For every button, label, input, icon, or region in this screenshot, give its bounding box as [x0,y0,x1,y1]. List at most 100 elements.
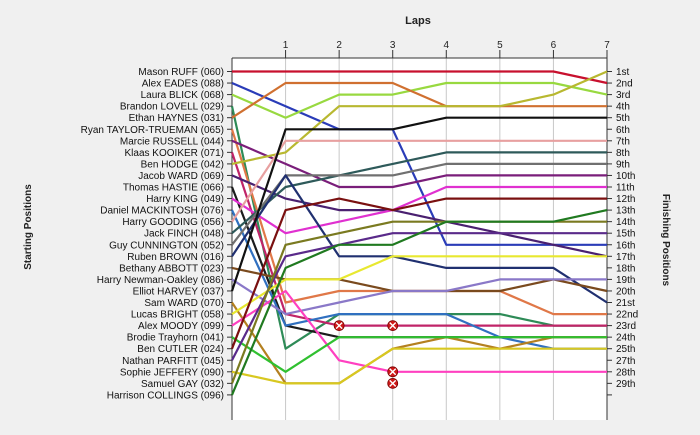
finish-position-label: 22nd [616,310,638,321]
start-position-label: Bethany ABBOTT (023) [119,263,224,274]
finish-position-label: 21st [616,298,635,309]
series-line [231,81,607,246]
finish-position-label: 24th [616,333,635,344]
series-line [231,162,607,246]
start-position-label: Alex MOODY (099) [138,321,224,332]
finish-position-label: 16th [616,240,635,251]
finish-position-label: 18th [616,263,635,274]
series-line [231,174,608,258]
start-position-label: Klaas KOOIKER (071) [125,148,224,159]
finish-position-label: 23rd [616,321,636,332]
finish-position-label: 4th [616,102,630,113]
finish-position-label: 29th [616,379,635,390]
start-position-label: Ben HODGE (042) [141,159,224,170]
retired-markers [333,320,399,389]
series-line [230,116,607,292]
series-line [231,336,607,373]
chart-title: Laps [405,15,431,27]
series-line [231,209,607,350]
retired-marker-icon [387,377,399,389]
finish-position-label: 12th [616,194,635,205]
finish-position-label: 5th [616,113,630,124]
finish-position-label: 1st [616,67,630,78]
series-line [231,185,607,235]
start-position-label: Elliot HARVEY (037) [133,286,224,297]
start-position-label: Marcie RUSSELL (044) [120,136,224,147]
series-lines [230,70,608,396]
finish-position-label: 20th [616,286,635,297]
start-position-label: Jacob WARD (069) [138,171,224,182]
x-tick-label: 4 [444,40,450,51]
start-position-label: Ethan HAYNES (031) [129,113,224,124]
finish-position-label: 11th [616,183,635,194]
series-line [230,209,608,396]
series-line [230,197,607,350]
series-line [231,255,607,316]
x-tick-label: 5 [497,40,503,51]
series-line [231,70,608,165]
start-position-label: Samuel GAY (032) [141,379,224,390]
right-axis-label: Finishing Positions [660,194,671,287]
start-position-label: Guy CUNNINGTON (052) [109,240,224,251]
finish-position-label: 9th [616,159,630,170]
finish-position-label: 15th [616,229,635,240]
start-position-label: Harry Newman-Oakley (086) [97,275,224,286]
start-position-label: Brandon LOVELL (029) [120,102,224,113]
series-line [232,70,608,85]
x-axis-ticks: 1 2 3 4 5 6 7 [227,40,612,420]
x-tick-label: 7 [604,40,610,51]
series-line [231,81,607,119]
x-tick-label: 6 [551,40,557,51]
retired-marker-icon [387,320,399,332]
series-line [231,139,607,223]
start-position-label: Ruben BROWN (016) [127,252,224,263]
start-position-label: Lucas BRIGHT (058) [131,310,224,321]
left-axis-label: Starting Positions [23,184,34,270]
start-position-label: Sophie JEFFERY (090) [120,367,224,378]
series-line [231,347,607,385]
start-position-label: Mason RUFF (060) [138,67,224,78]
finish-position-label: 2nd [616,79,633,90]
start-position-label: Daniel MACKINTOSH (076) [100,206,224,217]
finish-position-label: 8th [616,148,630,159]
start-position-label: Alex EADES (088) [142,79,224,90]
finish-position-label: 6th [616,125,630,136]
finish-position-label: 19th [616,275,635,286]
finish-position-label: 27th [616,356,635,367]
series-line [231,278,607,316]
start-position-label: Harry GOODING (056) [122,217,224,228]
start-position-label: Brodie Trayhorn (041) [127,333,224,344]
start-position-label: Ryan TAYLOR-TRUEMAN (065) [81,125,224,136]
start-position-label: Jack FINCH (048) [144,229,224,240]
series-line [230,152,607,327]
retired-marker-icon [333,320,345,332]
start-position-label: Thomas HASTIE (066) [123,183,224,194]
finish-position-label: 10th [616,171,635,182]
finish-position-label: 13th [616,206,635,217]
start-labels: Mason RUFF (060)Alex EADES (088)Laura BL… [81,67,224,401]
finish-position-label: 28th [616,367,635,378]
finish-position-label: 25th [616,344,635,355]
x-tick-label: 1 [283,40,289,51]
start-position-label: Nathan PARFITT (045) [122,356,224,367]
finish-position-label: 7th [616,136,630,147]
series-line [231,81,608,119]
series-line [231,151,607,235]
start-position-label: Ben CUTLER (024) [137,344,224,355]
x-tick-label: 2 [336,40,342,51]
start-position-label: Sam WARD (070) [144,298,224,309]
plot-area [232,58,607,420]
finish-position-label: 14th [616,217,635,228]
x-tick-label: 3 [390,40,396,51]
series-line [231,289,607,373]
series-line [231,139,607,189]
finish-position-label: 3rd [616,90,630,101]
series-line [231,174,608,304]
finish-position-label: 17th [616,252,635,263]
start-position-label: Harrison COLLINGS (096) [107,390,224,401]
finish-labels: 1st2nd3rd4th5th6th7th8th9th10th11th12th1… [616,67,638,390]
start-position-label: Laura BLICK (068) [141,90,224,101]
start-position-label: Harry KING (049) [146,194,224,205]
retired-marker-icon [387,366,399,378]
